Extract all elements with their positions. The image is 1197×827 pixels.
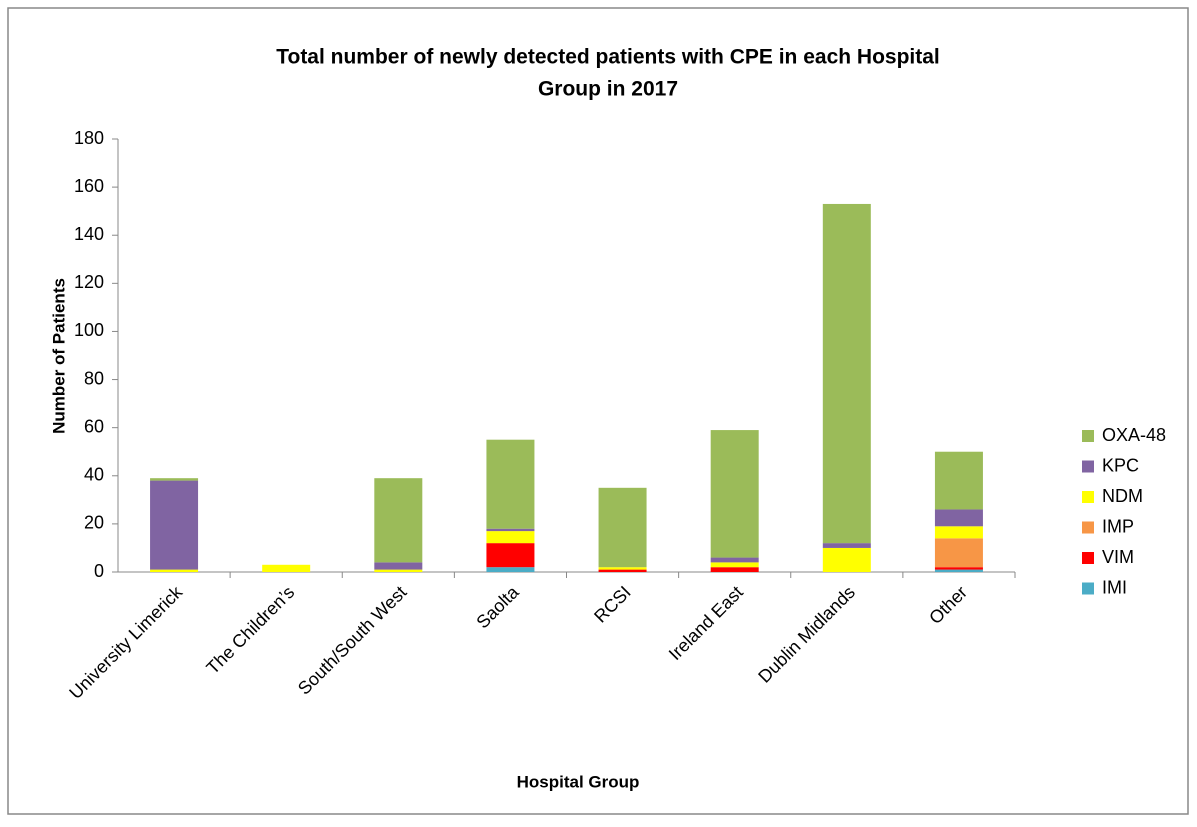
bar-segment [486, 439, 535, 529]
bar-segment [934, 567, 983, 570]
bar-segment [150, 480, 199, 570]
legend-label: IMI [1102, 577, 1127, 597]
bar-segment [934, 451, 983, 510]
bar-segment [598, 567, 647, 570]
legend-label: NDM [1102, 486, 1143, 506]
bar-segment [934, 526, 983, 539]
bar-segment [710, 567, 759, 572]
y-tick-label: 40 [84, 465, 104, 485]
bar-segment [374, 569, 423, 572]
bar-segment [710, 557, 759, 563]
legend-label: OXA-48 [1102, 425, 1166, 445]
legend-swatch [1082, 460, 1094, 473]
bar-segment [486, 531, 535, 544]
legend-label: IMP [1102, 516, 1134, 536]
bar-segment [598, 487, 647, 568]
bar-segment [150, 569, 199, 572]
bar-segment [710, 430, 759, 558]
x-axis-title: Hospital Group [517, 772, 640, 791]
y-tick-label: 20 [84, 513, 104, 533]
bar-segment [822, 543, 871, 548]
y-tick-label: 100 [74, 320, 104, 340]
y-tick-label: 120 [74, 272, 104, 292]
bar-segment [486, 543, 535, 568]
y-axis-title: Number of Patients [49, 278, 68, 434]
bar-segment [934, 538, 983, 568]
legend-swatch [1082, 521, 1094, 534]
y-tick-label: 0 [94, 561, 104, 581]
bar-segment [486, 567, 535, 572]
y-tick-label: 160 [74, 176, 104, 196]
bar-segment [262, 564, 311, 572]
legend-swatch [1082, 582, 1094, 595]
bar-segment [710, 562, 759, 568]
legend-label: KPC [1102, 455, 1139, 475]
bar-segment [598, 569, 647, 572]
bar-segment [822, 203, 871, 544]
y-tick-label: 80 [84, 368, 104, 388]
chart-title: Group in 2017 [538, 78, 678, 101]
bar-segment [374, 478, 423, 563]
legend-swatch [1082, 491, 1094, 503]
bar-segment [374, 562, 423, 570]
y-tick-label: 60 [84, 416, 104, 436]
y-tick-label: 180 [74, 128, 104, 148]
legend-swatch [1082, 430, 1094, 442]
y-tick-label: 140 [74, 224, 104, 244]
bar-segment [934, 569, 983, 572]
bar-segment [934, 509, 983, 527]
bar-segment [150, 478, 199, 481]
chart-title: Total number of newly detected patients … [276, 46, 940, 69]
chart-border [7, 7, 1189, 815]
bar-segment [822, 547, 871, 572]
bar-segment [486, 528, 535, 532]
legend-label: VIM [1102, 547, 1134, 567]
legend-swatch [1082, 552, 1094, 564]
